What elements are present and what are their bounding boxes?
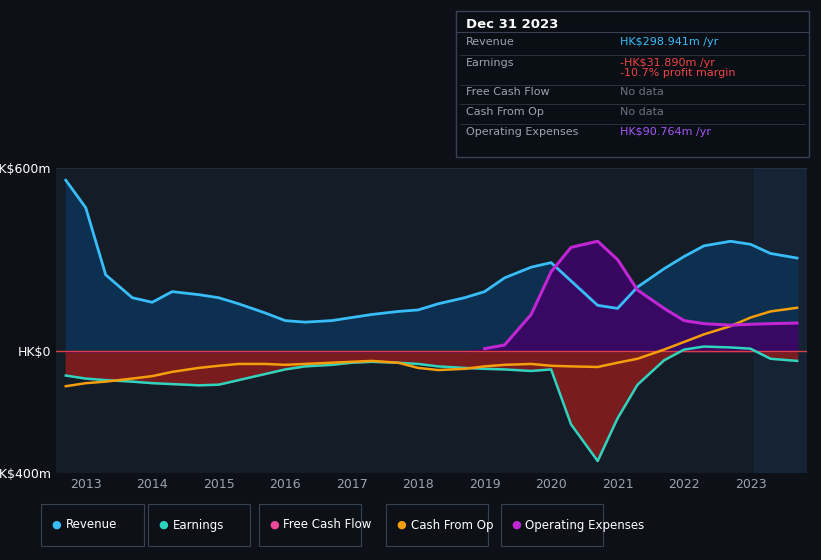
Text: No data: No data bbox=[620, 107, 663, 117]
Text: Operating Expenses: Operating Expenses bbox=[466, 127, 578, 137]
Text: Cash From Op: Cash From Op bbox=[466, 107, 544, 117]
Text: ●: ● bbox=[52, 520, 62, 530]
Text: ●: ● bbox=[397, 520, 406, 530]
Text: ●: ● bbox=[511, 520, 521, 530]
Text: Revenue: Revenue bbox=[466, 37, 514, 47]
Text: Cash From Op: Cash From Op bbox=[410, 519, 493, 531]
Text: HK$298.941m /yr: HK$298.941m /yr bbox=[620, 37, 718, 47]
Text: Dec 31 2023: Dec 31 2023 bbox=[466, 18, 558, 31]
Text: Earnings: Earnings bbox=[172, 519, 224, 531]
Text: Free Cash Flow: Free Cash Flow bbox=[283, 519, 372, 531]
Text: -HK$31.890m /yr: -HK$31.890m /yr bbox=[620, 58, 715, 68]
Text: Earnings: Earnings bbox=[466, 58, 514, 68]
Bar bbox=[754, 168, 821, 473]
Text: ●: ● bbox=[158, 520, 168, 530]
Text: -10.7% profit margin: -10.7% profit margin bbox=[620, 68, 736, 78]
Text: No data: No data bbox=[620, 87, 663, 97]
Text: ●: ● bbox=[269, 520, 279, 530]
Text: Operating Expenses: Operating Expenses bbox=[525, 519, 644, 531]
Text: Revenue: Revenue bbox=[66, 519, 117, 531]
Text: HK$90.764m /yr: HK$90.764m /yr bbox=[620, 127, 711, 137]
Text: Free Cash Flow: Free Cash Flow bbox=[466, 87, 549, 97]
